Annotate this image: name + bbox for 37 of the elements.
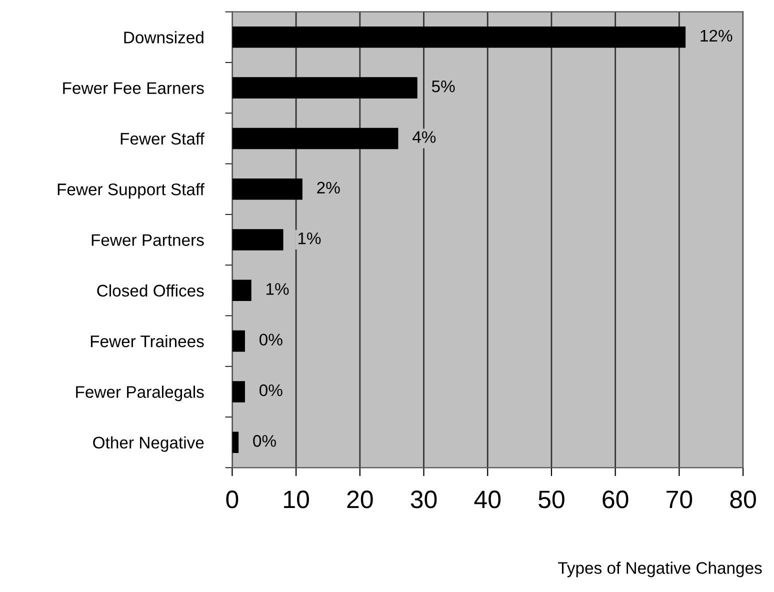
bar xyxy=(232,77,418,98)
annotation: 0% xyxy=(260,384,282,396)
y-tick-label: Fewer Trainees xyxy=(90,335,204,348)
annotation: 2% xyxy=(317,182,340,194)
annotation: 4% xyxy=(412,131,436,143)
x-tick-label: 20 xyxy=(347,490,373,508)
bar xyxy=(232,432,239,453)
y-tick-label: Fewer Paralegals xyxy=(76,386,204,402)
annotation: 0% xyxy=(253,435,276,447)
x-tick-label: 0 xyxy=(226,490,238,508)
annotation: 12% xyxy=(700,30,732,42)
annotation: 1% xyxy=(298,232,321,244)
annotation: 1% xyxy=(266,283,289,295)
bar xyxy=(232,330,245,352)
y-tick-label: Fewer Support Staff xyxy=(58,183,204,199)
y-tick-label: Fewer Staff xyxy=(120,132,204,145)
x-tick-label: 40 xyxy=(474,490,501,508)
bar xyxy=(232,280,252,302)
y-tick-label: Other Negative xyxy=(93,436,204,452)
x-tick-label: 30 xyxy=(410,490,437,508)
y-tick-label: Downsized xyxy=(124,31,204,44)
x-tick-label: 60 xyxy=(602,490,628,508)
x-tick-label: 10 xyxy=(284,490,309,508)
x-tick-label: 70 xyxy=(666,490,692,508)
x-tick-label: 50 xyxy=(538,490,564,508)
bar xyxy=(232,178,302,200)
bar xyxy=(232,26,686,48)
x-tick-label: 80 xyxy=(730,490,756,508)
y-tick-label: Fewer Partners xyxy=(92,234,204,246)
bar xyxy=(232,381,245,402)
bar xyxy=(232,229,284,250)
annotation: 0% xyxy=(260,334,282,346)
annotation: 5% xyxy=(432,80,455,92)
y-tick-label: Fewer Fee Earners xyxy=(63,82,204,94)
bar xyxy=(232,128,398,150)
x-axis-title: Types of Negative Changes xyxy=(558,562,762,578)
y-tick-label: Closed Offices xyxy=(97,284,204,297)
